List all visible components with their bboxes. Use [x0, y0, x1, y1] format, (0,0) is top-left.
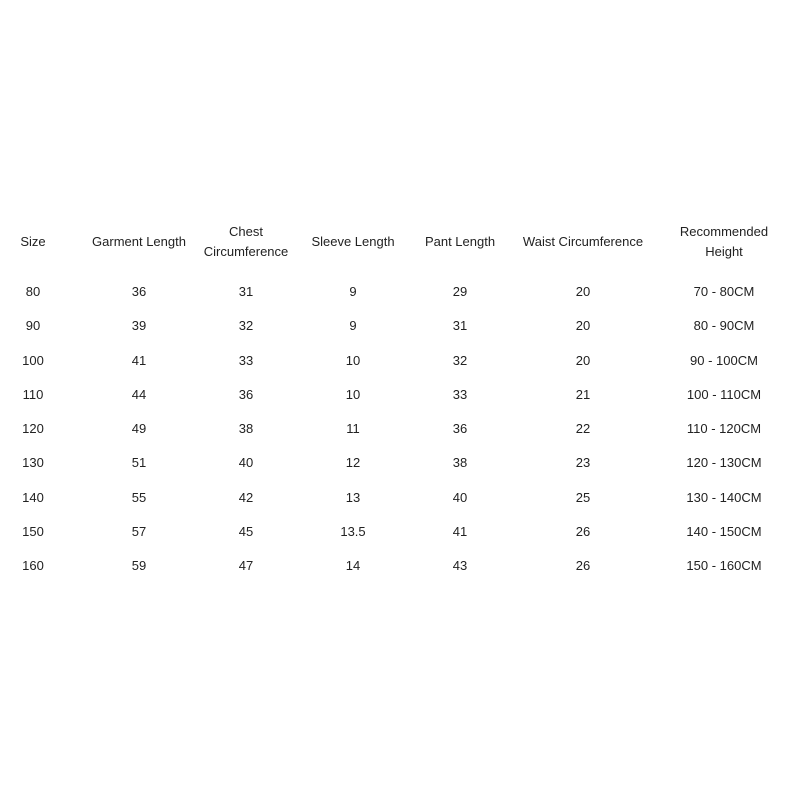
table-cell: 21	[575, 386, 591, 402]
column-header: Sleeve Length	[311, 234, 395, 249]
table-cell: 33	[452, 386, 468, 402]
table-cell: 80 - 90CM	[693, 318, 755, 334]
table-cell: 36	[238, 386, 254, 402]
table-cell: 51	[131, 455, 147, 471]
table-cell: 26	[575, 558, 591, 573]
table-cell: 160	[22, 558, 44, 573]
table-cell: 20	[575, 284, 591, 299]
table-cell: 100	[22, 352, 44, 368]
table-cell: 130	[22, 455, 44, 471]
table-cell: 45	[238, 523, 254, 539]
table-cell: 11	[346, 421, 360, 436]
table-cell: 10	[345, 352, 361, 368]
table-cell: 31	[452, 318, 468, 334]
table-cell: 120	[22, 421, 44, 436]
table-cell: 80	[25, 284, 41, 299]
table-cell: 44	[131, 386, 147, 402]
table-cell: 43	[452, 558, 468, 573]
table-cell: 20	[575, 318, 591, 334]
table-cell: 47	[238, 558, 254, 573]
table-cell: 140 - 150CM	[686, 523, 762, 539]
table-cell: 90 - 100CM	[690, 352, 758, 368]
table-cell: 36	[131, 284, 147, 299]
table-cell: 32	[238, 318, 254, 334]
table-cell: 55	[131, 489, 147, 505]
table-cell: 12	[345, 455, 361, 471]
table-cell: 10	[345, 386, 361, 402]
table-cell: 22	[575, 421, 591, 436]
table-cell: 9	[349, 284, 357, 299]
table-cell: 13	[345, 489, 361, 505]
table-cell: 26	[575, 523, 591, 539]
table-cell: 36	[452, 421, 468, 436]
table-cell: 150 - 160CM	[686, 558, 762, 573]
table-cell: 13.5	[340, 523, 366, 539]
table-cell: 40	[238, 455, 254, 471]
table-cell: 9	[349, 318, 357, 334]
table-cell: 110	[22, 386, 44, 402]
table-cell: 41	[452, 523, 468, 539]
table-cell: 120 - 130CM	[686, 455, 762, 471]
table-cell: 140	[22, 489, 44, 505]
table-cell: 70 - 80CM	[693, 284, 755, 299]
table-cell: 42	[238, 489, 254, 505]
table-cell: 57	[131, 523, 147, 539]
table-cell: 23	[575, 455, 591, 471]
table-cell: 40	[452, 489, 468, 505]
table-cell: 90	[25, 318, 41, 334]
table-cell: 150	[22, 523, 44, 539]
table-cell: 38	[452, 455, 468, 471]
table-cell: 14	[345, 558, 361, 573]
column-header: Chest Circumference	[203, 224, 289, 259]
table-cell: 39	[131, 318, 147, 334]
table-cell: 110 - 120CM	[686, 421, 762, 436]
table-cell: 59	[131, 558, 147, 573]
table-cell: 20	[575, 352, 591, 368]
table-cell: 33	[238, 352, 254, 368]
column-header: Garment Length	[92, 234, 186, 249]
table-cell: 25	[575, 489, 591, 505]
table-cell: 41	[131, 352, 147, 368]
table-cell: 31	[238, 284, 254, 299]
column-header: Waist Circumference	[522, 234, 644, 249]
table-cell: 29	[452, 284, 468, 299]
table-cell: 100 - 110CM	[686, 386, 762, 402]
table-cell: 130 - 140CM	[686, 489, 762, 505]
table-cell: 32	[452, 352, 468, 368]
table-cell: 49	[131, 421, 147, 436]
table-cell: 38	[238, 421, 254, 436]
column-header: Recommended Height	[679, 224, 769, 259]
column-header: Pant Length	[424, 234, 496, 249]
column-header: Size	[20, 234, 46, 249]
